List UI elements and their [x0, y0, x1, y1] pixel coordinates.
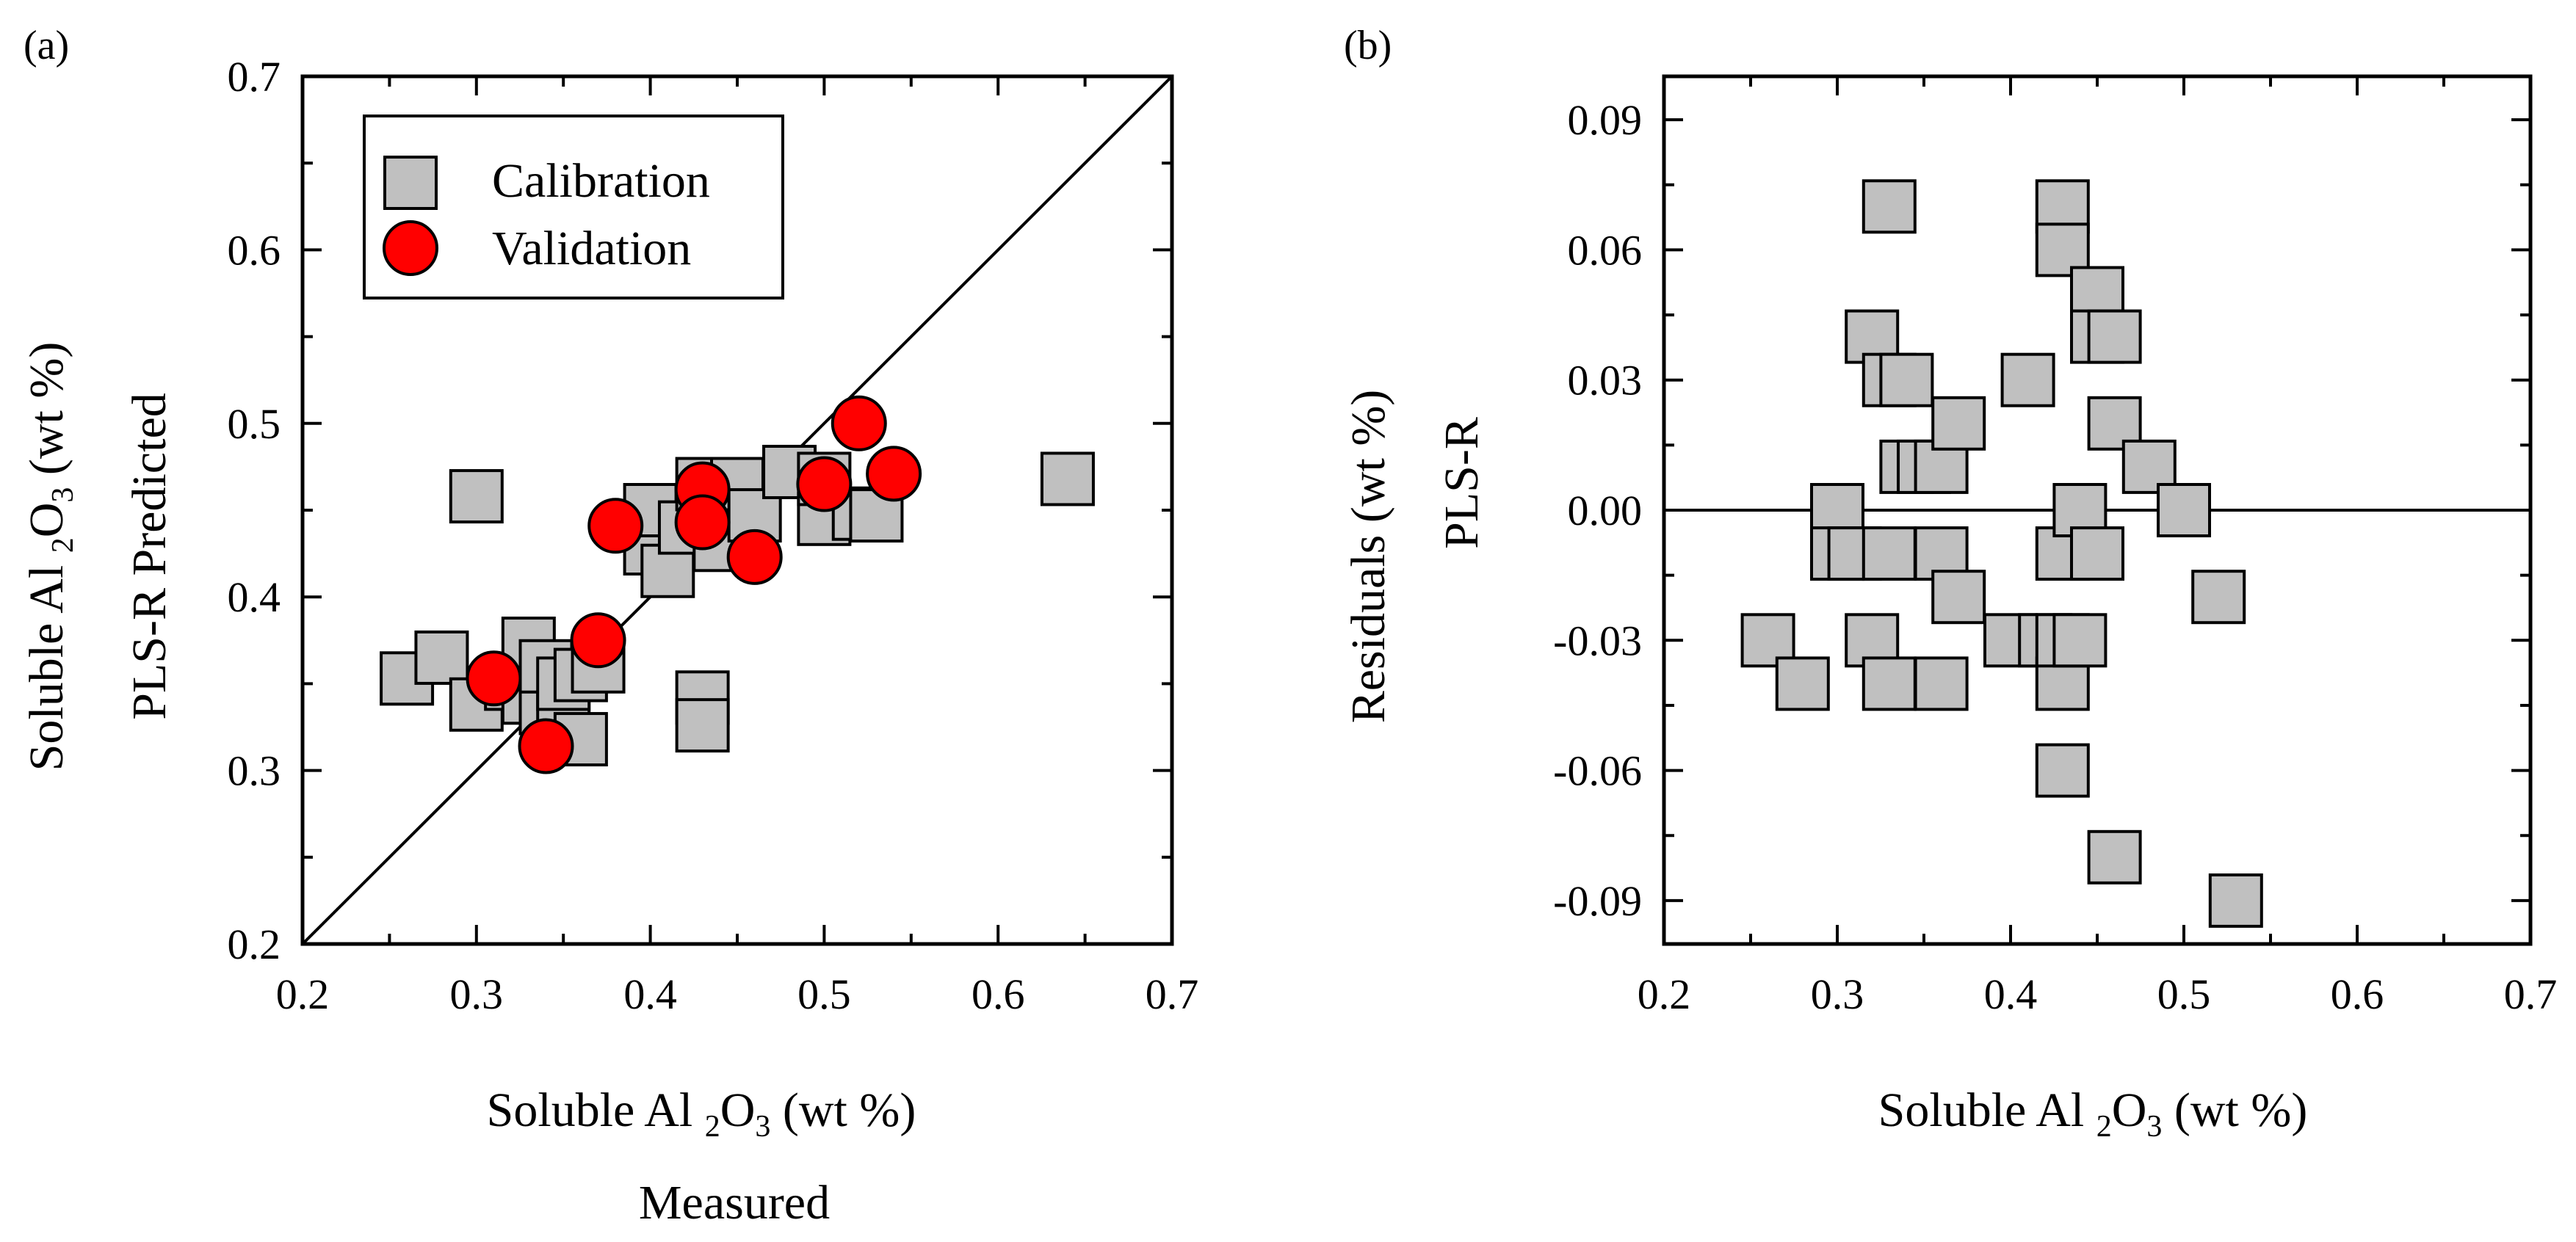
legend-validation-marker	[383, 220, 438, 276]
legend-calibration-label: Calibration	[492, 154, 710, 208]
chart-b-residuals-point	[1862, 656, 1917, 711]
x-tick-label: 0.7	[1146, 970, 1199, 1018]
chart-a-calibration-point	[1040, 451, 1095, 506]
y-tick-label: 0.09	[1568, 96, 1643, 144]
legend: Calibration Validation	[363, 115, 784, 299]
chart-a-validation-point	[866, 446, 922, 502]
y-tick-label: 0.3	[228, 747, 281, 795]
chart-b-residuals-point	[1879, 352, 1934, 407]
chart-b-xlabel: Soluble Al 2O3 (wt %)	[1878, 1083, 2308, 1144]
x-tick-label: 0.5	[797, 970, 851, 1018]
chart-a-calibration-point	[414, 630, 469, 685]
chart-b-points	[1740, 179, 2263, 928]
chart-b-residuals-point	[2052, 613, 2108, 668]
chart-a: 0.2 0.3 0.4 0.5 0.6 0.7 0.2 0.3 0.4 0.5 0.6 0.7 Sol…	[20, 53, 1198, 1230]
chart-b-residuals-point	[2157, 483, 2211, 537]
y-tick-label: 0.4	[228, 573, 281, 621]
chart-b-residuals-point	[2070, 526, 2124, 581]
chart-a-validation-point	[587, 498, 644, 554]
panel-a-label: (a)	[23, 23, 69, 68]
chart-b-residuals-point	[2087, 309, 2142, 364]
chart-b: 0.2 0.3 0.4 0.5 0.6 0.7 -0.09 -0.06 -0.03 0.00 0.0…	[1342, 74, 2557, 1144]
y-tick-label: 0.7	[228, 53, 281, 101]
panel-b-label: (b)	[1344, 23, 1392, 68]
y-tick-label: 0.2	[228, 920, 281, 968]
chart-b-residuals-point	[1931, 570, 1986, 625]
chart-a-points	[380, 395, 1095, 774]
chart-b-residuals-point	[1931, 396, 1986, 451]
chart-b-residuals-point	[1775, 656, 1830, 711]
chart-a-validation-point	[726, 529, 783, 585]
x-tick-label: 0.7	[2504, 970, 2558, 1018]
x-tick-label: 0.6	[2331, 970, 2384, 1018]
chart-b-residuals-point	[1862, 179, 1917, 234]
chart-a-validation-point	[570, 612, 626, 669]
chart-b-residuals-point	[1862, 526, 1917, 581]
chart-b-ylabel-line2: PLS-R	[1435, 417, 1488, 549]
y-tick-label: -0.06	[1553, 747, 1642, 795]
chart-a-ylabel: Soluble Al 2O3 (wt %)	[20, 342, 80, 771]
chart-a-calibration-point	[449, 469, 504, 524]
legend-validation-label: Validation	[492, 222, 691, 275]
chart-b-residuals-point	[2191, 570, 2246, 625]
legend-calibration-marker	[383, 156, 438, 210]
y-tick-label: 0.5	[228, 400, 281, 448]
chart-a-validation-point	[796, 456, 853, 512]
chart-b-residuals-point	[2208, 873, 2263, 928]
x-tick-label: 0.4	[623, 970, 677, 1018]
chart-a-ticks: 0.2 0.3 0.4 0.5 0.6 0.7 0.2 0.3 0.4 0.5 0.6 0.7	[228, 53, 1199, 1018]
chart-a-xlabel: Soluble Al 2O3 (wt %)	[487, 1083, 916, 1144]
y-tick-label: 0.03	[1568, 357, 1643, 404]
x-tick-label: 0.2	[1638, 970, 1691, 1018]
x-tick-label: 0.5	[2157, 970, 2211, 1018]
chart-a-validation-point	[518, 718, 574, 774]
chart-a-ylabel-line2: PLS-R Predicted	[123, 393, 176, 719]
chart-a-calibration-point	[675, 698, 730, 753]
y-tick-label: 0.00	[1568, 487, 1643, 534]
x-tick-label: 0.3	[450, 970, 504, 1018]
chart-b-residuals-point	[2000, 352, 2055, 407]
chart-a-xlabel-line2: Measured	[639, 1176, 830, 1230]
chart-b-residuals-point	[2087, 829, 2142, 885]
chart-b-residuals-point	[2035, 743, 2090, 798]
x-tick-label: 0.3	[1811, 970, 1864, 1018]
chart-a-validation-point	[831, 395, 887, 451]
chart-a-validation-point	[466, 650, 522, 707]
chart-b-residuals-point	[1914, 656, 1969, 711]
chart-b-ylabel: Residuals (wt %)	[1342, 390, 1395, 724]
x-tick-label: 0.4	[1984, 970, 2038, 1018]
x-tick-label: 0.6	[972, 970, 1025, 1018]
chart-b-residuals-point	[2121, 439, 2177, 494]
chart-a-validation-point	[674, 494, 731, 551]
chart-b-residuals-point	[1740, 613, 1795, 668]
y-tick-label: 0.6	[228, 226, 281, 274]
chart-b-ticks: 0.2 0.3 0.4 0.5 0.6 0.7 -0.09 -0.06 -0.03 0.00 0.0…	[1553, 76, 2557, 1018]
x-tick-label: 0.2	[276, 970, 330, 1018]
legend-box	[363, 115, 784, 299]
y-tick-label: -0.03	[1553, 617, 1642, 664]
y-tick-label: 0.06	[1568, 226, 1643, 274]
y-tick-label: -0.09	[1553, 877, 1642, 925]
